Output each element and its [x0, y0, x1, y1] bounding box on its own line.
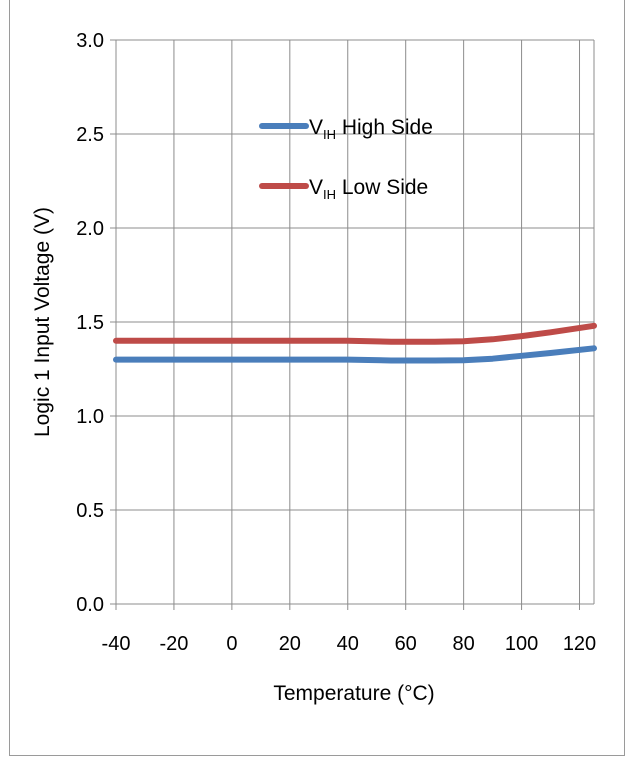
series-line-vih-low-side [113, 322, 597, 345]
tick-labels: -40 -20 0 20 40 60 80 100 120 0.0 0.5 1.0 1.5 2.0 2.5 3… [76, 30, 596, 655]
y-tick-label: 0.0 [76, 594, 104, 616]
x-tick-label: 60 [395, 633, 417, 655]
x-tick-label: 80 [453, 633, 475, 655]
series-line-vih-high-side [113, 345, 597, 364]
x-tick-label: 20 [279, 633, 301, 655]
y-tick-label: 0.5 [76, 500, 104, 522]
x-tick-label: -40 [102, 633, 131, 655]
legend-label-subscript: IH [323, 127, 336, 142]
legend-label-vih-high-side: VIH High Side [309, 116, 433, 142]
y-tick-label: 1.5 [76, 312, 104, 334]
series-lines [113, 322, 597, 364]
chart-frame [9, 0, 625, 756]
legend-label-vih-low-side: VIH Low Side [309, 176, 428, 202]
y-tick-label: 2.0 [76, 218, 104, 240]
y-tick-label: 3.0 [76, 30, 104, 52]
axes [110, 39, 594, 610]
y-tick-label: 1.0 [76, 406, 104, 428]
legend-label-subscript: IH [323, 187, 336, 202]
x-tick-label: -20 [159, 633, 188, 655]
x-tick-label: 0 [226, 633, 237, 655]
legend-label-main: V [309, 176, 323, 199]
y-tick-label: 2.5 [76, 124, 104, 146]
legend-label-rest: High Side [336, 116, 433, 139]
legend-label-main: V [309, 116, 323, 139]
x-tick-label: 40 [337, 633, 359, 655]
y-axis-title: Logic 1 Input Voltage (V) [31, 207, 54, 437]
x-tick-label: 100 [505, 633, 538, 655]
legend-label-rest: Low Side [336, 176, 428, 199]
x-tick-label: 120 [563, 633, 596, 655]
x-axis-title: Temperature (°C) [273, 682, 434, 705]
